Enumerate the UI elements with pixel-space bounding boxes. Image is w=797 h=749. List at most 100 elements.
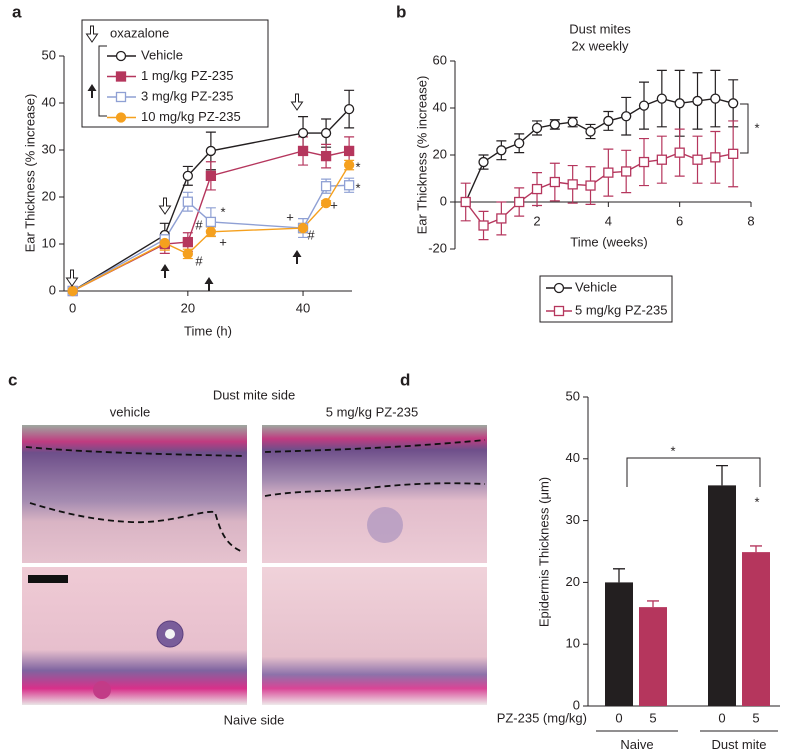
marker (182, 196, 193, 207)
marker (514, 196, 525, 208)
marker (460, 196, 471, 208)
marker (478, 156, 489, 168)
annotation: # (195, 253, 203, 268)
y-tick-label: 0 (573, 697, 580, 712)
marker (297, 127, 309, 139)
annotation: + (286, 209, 294, 224)
image-vehicle-dust (22, 425, 247, 563)
marker (692, 95, 703, 107)
x-tick-label: 8 (747, 213, 754, 228)
histology-images (22, 425, 487, 705)
marker (638, 156, 650, 168)
x-tick-label: 20 (181, 300, 195, 315)
marker (710, 152, 721, 163)
marker (320, 127, 332, 139)
marker (297, 222, 309, 234)
marker (621, 166, 632, 177)
annotation: * (754, 494, 759, 509)
marker (710, 93, 721, 104)
marker (115, 112, 127, 123)
oxazalone-arrow (290, 93, 304, 111)
marker (585, 180, 596, 191)
y-tick-label: 40 (42, 94, 56, 109)
y-tick-label: 10 (566, 636, 580, 651)
oxazalone-arrow (85, 25, 99, 43)
x-tick-label: 0 (615, 710, 622, 725)
treatment-arrow (160, 264, 170, 278)
marker (320, 181, 332, 192)
scale-bar (28, 575, 68, 583)
panel-label: d (400, 370, 410, 389)
annotation: # (307, 227, 315, 242)
y-tick-label: 10 (42, 235, 56, 250)
marker (728, 148, 739, 159)
category-axis-label: PZ-235 (mg/kg) (497, 710, 587, 725)
bar (605, 582, 633, 706)
y-tick-label: 30 (42, 141, 56, 156)
marker (67, 285, 78, 297)
marker (496, 145, 507, 156)
marker (496, 213, 507, 224)
panel-c-title: Dust mite side (213, 387, 295, 402)
marker (656, 93, 667, 104)
dashed-boundary (25, 446, 246, 457)
marker (182, 236, 193, 248)
legend-label: Vehicle (141, 47, 183, 62)
marker (205, 170, 217, 182)
bar (639, 607, 667, 706)
marker (182, 248, 193, 260)
annotation: * (355, 180, 360, 195)
marker (692, 154, 703, 165)
marker (531, 183, 543, 195)
group-label: Naive side (620, 737, 654, 749)
legend-label: 3 mg/kg PZ-235 (141, 88, 234, 103)
marker (343, 145, 355, 157)
marker (115, 91, 127, 103)
marker (549, 119, 561, 130)
annotation: * (670, 443, 675, 458)
y-tick-label: 50 (566, 388, 580, 403)
x-tick-label: 5 (649, 710, 656, 725)
row-label: Naive side (224, 712, 285, 727)
significance-bracket (626, 457, 761, 487)
panel-label: a (12, 2, 22, 21)
marker (343, 180, 355, 191)
annotation: * (220, 204, 225, 219)
annotation: + (330, 197, 338, 212)
legend-label: Vehicle (575, 279, 617, 294)
y-tick-label: 20 (433, 146, 447, 161)
image-pz-naive (262, 567, 487, 705)
marker (182, 170, 193, 182)
y-tick-label: 0 (440, 193, 447, 208)
y-tick-label: 20 (42, 188, 56, 203)
y-tick-label: 40 (566, 450, 580, 465)
x-tick-label: 6 (676, 213, 683, 228)
annotation: # (195, 217, 203, 232)
marker (205, 145, 217, 157)
follicle (93, 681, 111, 699)
significance-bracket (740, 103, 749, 154)
marker (297, 145, 309, 157)
marker (603, 167, 614, 178)
legend-label: 1 mg/kg PZ-235 (141, 68, 234, 83)
marker (531, 122, 543, 134)
image-vehicle-naive (22, 567, 247, 705)
marker (638, 100, 650, 111)
error-bar (647, 600, 659, 608)
x-axis-label: Time (weeks) (570, 234, 648, 249)
oxazalone-arrow (65, 269, 79, 287)
dashed-boundary (264, 439, 486, 453)
treatment-arrow (292, 250, 302, 264)
column-label: vehicle (110, 404, 150, 419)
x-tick-label: 5 (752, 710, 759, 725)
error-bar (750, 545, 762, 553)
y-tick-label: 60 (433, 52, 447, 67)
x-tick-label: 2 (533, 213, 540, 228)
treatment-arrow (87, 84, 97, 98)
legend-label: 5 mg/kg PZ-235 (575, 302, 668, 317)
x-tick-label: 0 (718, 710, 725, 725)
series-line (465, 97, 734, 203)
bar (742, 552, 770, 706)
